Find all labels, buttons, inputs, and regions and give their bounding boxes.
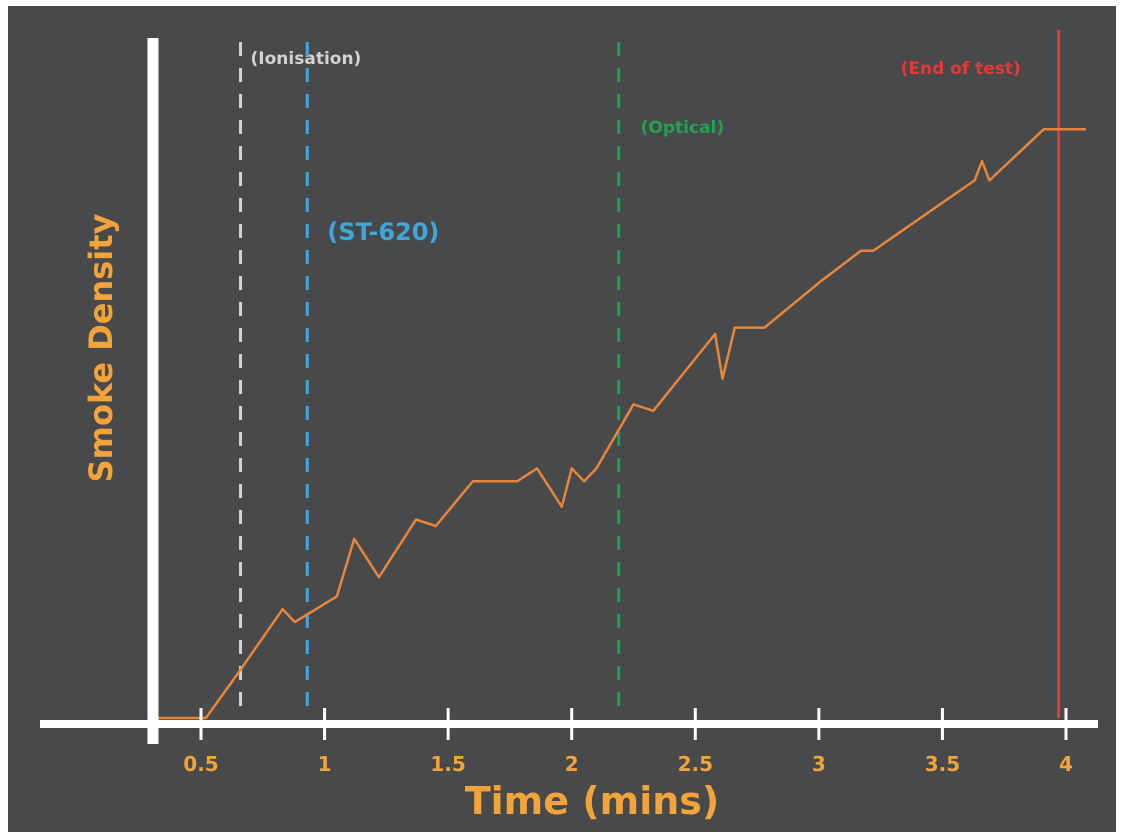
axes-layer xyxy=(40,38,1098,744)
x-ticks: 0.5 1 1.5 2 2.5 3 3.5 4 xyxy=(183,708,1073,776)
marker-label-0: (Ionisation) xyxy=(251,49,362,69)
x-tick-label-2: 1.5 xyxy=(430,752,465,776)
x-tick-label-4: 2.5 xyxy=(678,752,713,776)
marker-label-1: (ST-620) xyxy=(327,218,439,246)
marker-label-3: (End of test) xyxy=(901,59,1021,79)
x-axis-title: Time (mins) xyxy=(465,779,720,823)
series-line-0 xyxy=(158,127,1062,720)
marker-label-2: (Optical) xyxy=(641,118,725,138)
chart-panel xyxy=(8,6,1116,832)
detector-markers: (Ionisation) (ST-620) (Optical) (End of tes… xyxy=(239,30,1061,718)
series-layer xyxy=(158,127,1087,720)
y-axis-title: Smoke Density xyxy=(82,213,120,482)
x-tick-label-3: 2 xyxy=(565,752,579,776)
x-tick-label-0: 0.5 xyxy=(183,752,218,776)
x-tick-label-1: 1 xyxy=(318,752,332,776)
x-tick-label-5: 3 xyxy=(812,752,826,776)
x-tick-label-6: 3.5 xyxy=(925,752,960,776)
x-tick-label-7: 4 xyxy=(1059,752,1073,776)
